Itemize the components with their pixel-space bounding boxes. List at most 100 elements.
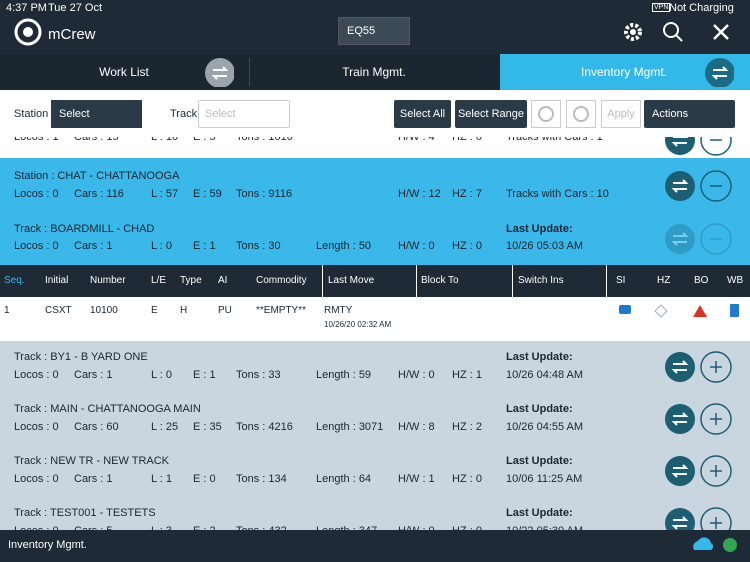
icon-button[interactable] <box>531 100 561 128</box>
cell: 10100 <box>90 305 118 316</box>
field: Tons : 4216 <box>236 421 293 433</box>
cell: PU <box>218 305 232 316</box>
last-update: 10/06 11:25 AM <box>506 473 583 485</box>
add-button[interactable] <box>700 507 732 530</box>
swap-button[interactable] <box>664 507 696 530</box>
last-update-label: Last Update: <box>506 223 573 235</box>
swap-button[interactable] <box>664 223 696 258</box>
add-button[interactable] <box>700 455 732 490</box>
table-row[interactable]: 1 CSXT 10100 E H PU **EMPTY** RMTY 10/26/20 02:3… <box>0 297 750 342</box>
footer-icons <box>693 537 737 552</box>
remove-button[interactable] <box>700 169 732 205</box>
column-header: Seq. <box>4 275 25 286</box>
field: HZ : 0 <box>452 473 482 485</box>
field: E : 1 <box>193 240 216 252</box>
swap-button[interactable] <box>664 351 696 386</box>
swap-button[interactable] <box>664 137 696 159</box>
last-update: 10/26 04:48 AM <box>506 369 584 381</box>
header-icons <box>624 22 729 42</box>
summary-row: Track : MAIN - CHATTANOOGA MAIN Locos : 0… <box>0 393 750 446</box>
field: H/W : 0 <box>398 369 435 381</box>
field: Locos : 1 <box>14 137 59 143</box>
field: HZ : 0 <box>452 525 482 530</box>
remove-button[interactable] <box>700 137 732 159</box>
field: E : 59 <box>193 188 222 200</box>
field: Tons : 33 <box>236 369 281 381</box>
column-divider <box>416 265 417 297</box>
logo <box>14 18 42 46</box>
last-update: 10/22 05:30 AM <box>506 525 583 530</box>
actions-button[interactable]: Actions <box>644 100 735 128</box>
cell: H <box>180 305 188 316</box>
tab-swap-icon <box>704 57 735 90</box>
column-header[interactable]: Block To <box>421 275 459 286</box>
time: 4:37 PM <box>6 2 47 14</box>
cell: E <box>151 305 158 316</box>
column-header[interactable]: Switch Ins <box>518 275 564 286</box>
icon-button[interactable] <box>566 100 596 128</box>
swap-button[interactable] <box>664 170 696 205</box>
row-title: Track : BOARDMILL - CHAD <box>14 223 155 235</box>
field: Cars : 1 <box>74 240 113 252</box>
battery-status: Not Charging <box>669 2 734 14</box>
tab[interactable]: Work List <box>99 65 149 79</box>
field: H/W : 1 <box>398 473 435 485</box>
field: L : 1 <box>151 473 172 485</box>
field: Length : 3071 <box>316 421 384 433</box>
add-button[interactable] <box>700 351 732 386</box>
tab[interactable]: Train Mgmt. <box>342 65 406 79</box>
column-header: Commodity <box>256 275 307 286</box>
remove-button[interactable] <box>700 223 732 258</box>
station-select[interactable]: Select <box>51 100 142 128</box>
apply-button[interactable]: Apply <box>601 100 641 128</box>
track-select[interactable]: Select <box>198 100 290 128</box>
column-header: L/E <box>151 275 167 286</box>
field: Locos : 0 <box>14 240 59 252</box>
field: L : 0 <box>151 240 172 252</box>
content: Locos : 1 Cars : 15 L : 10 E : 5 Tons : 1010… <box>0 137 750 530</box>
field: Locos : 0 <box>14 188 59 200</box>
last-update-label: Last Update: <box>506 351 573 363</box>
add-button[interactable] <box>700 403 732 438</box>
field: HZ : 7 <box>452 188 482 200</box>
field: E : 0 <box>193 473 216 485</box>
field: Cars : 60 <box>74 421 119 433</box>
last-update-label: Last Update: <box>506 507 573 519</box>
field: H/W : 8 <box>398 421 435 433</box>
field: Locos : 0 <box>14 525 59 530</box>
field: HZ : 1 <box>452 369 482 381</box>
field: Cars : 1 <box>74 369 113 381</box>
field: L : 57 <box>151 188 179 200</box>
row-title: Track : MAIN - CHATTANOOGA MAIN <box>14 403 201 415</box>
field: L : 10 <box>151 137 179 143</box>
select-range-button[interactable]: Select Range <box>455 100 527 128</box>
field: Tons : 9116 <box>236 188 293 200</box>
column-header: BO <box>694 275 709 286</box>
column-header: Type <box>180 275 202 286</box>
field: Tracks with Cars : 1 <box>506 137 603 143</box>
tab[interactable]: Inventory Mgmt. <box>580 65 668 79</box>
equipment-select[interactable]: EQ55 <box>338 17 410 45</box>
vpn: VPN <box>652 3 671 12</box>
swap-button[interactable] <box>664 455 696 490</box>
column-header[interactable]: Last Move <box>328 275 375 286</box>
summary-row: Track : BOARDMILL - CHAD Locos : 0 Cars : … <box>0 213 750 266</box>
column-header: SI <box>616 275 626 286</box>
station-label: Station <box>14 108 49 120</box>
column-divider <box>606 265 607 297</box>
column-header: HZ <box>657 275 671 286</box>
app-name: mCrew <box>48 26 96 43</box>
swap-button[interactable] <box>664 403 696 438</box>
summary-row: Station : CHAT - CHATTANOOGA Locos : 0 Car… <box>0 158 750 214</box>
field: L : 0 <box>151 369 172 381</box>
select-all-button[interactable]: Select All <box>394 100 451 128</box>
field: L : 25 <box>151 421 179 433</box>
field: H/W : 0 <box>398 240 435 252</box>
field: Cars : 5 <box>74 525 113 530</box>
row-icons <box>616 303 746 322</box>
field: Cars : 116 <box>74 188 124 200</box>
last-update-label: Last Update: <box>506 455 573 467</box>
summary-row: Track : TEST001 - TESTETS Locos : 0 Cars :… <box>0 497 750 530</box>
tabs-bg <box>0 54 500 90</box>
field: Locos : 0 <box>14 473 59 485</box>
